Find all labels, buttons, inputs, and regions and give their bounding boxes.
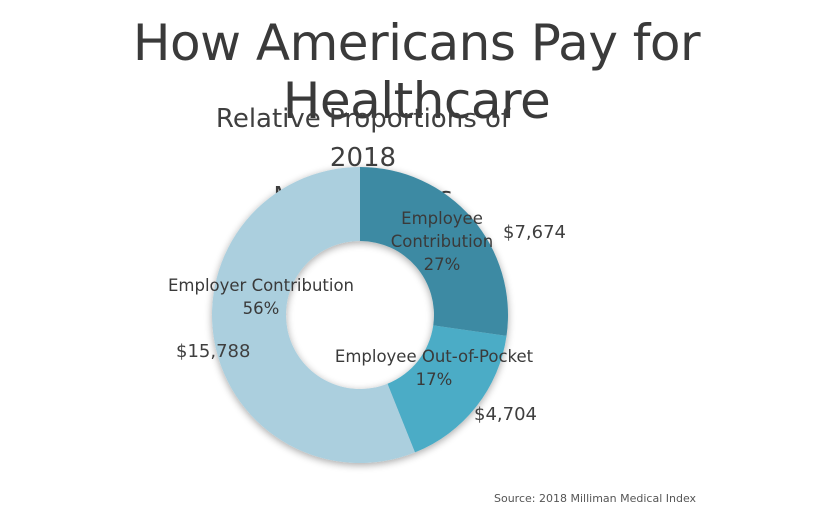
donut-slice-3: [212, 167, 415, 463]
slice-label-3: Employer Contribution 56%: [168, 276, 354, 318]
slice-label-1: Employee Contribution 27%: [391, 209, 493, 274]
slice-value-label-1: $7,674: [503, 222, 566, 243]
slice-value-label-3: $15,788: [176, 341, 250, 362]
donut-slice-1: [360, 167, 508, 336]
donut-slice-2: [387, 325, 507, 453]
chart-title-line-1: Relative Proportions of 2018: [215, 104, 511, 173]
slice-value-label-2: $4,704: [474, 404, 537, 425]
source-note: Source: 2018 Milliman Medical Index: [494, 492, 697, 505]
slice-label-2: Employee Out-of-Pocket 17%: [335, 347, 534, 389]
main-title: How Americans Pay for Healthcare: [132, 14, 701, 130]
